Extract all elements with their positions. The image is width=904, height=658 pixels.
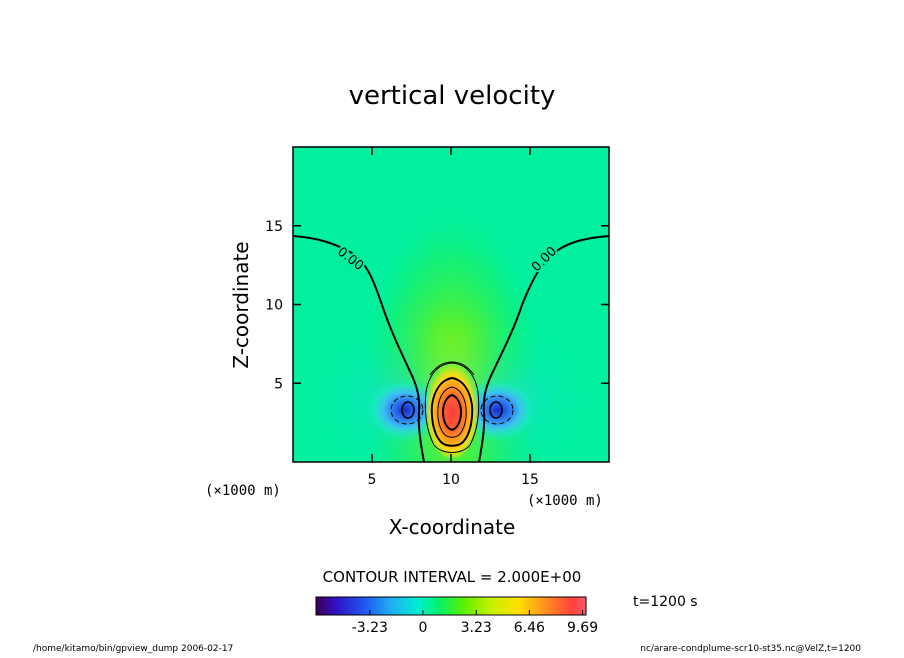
colorbar-tick-label: -3.23 [352, 620, 388, 636]
footer-left: /home/kitamo/bin/gpview_dump 2006-02-17 [33, 644, 233, 654]
x-axis-label: X-coordinate [389, 515, 516, 539]
time-label: t=1200 s [633, 594, 698, 610]
downdraft-left [365, 378, 445, 442]
colorbar-tick-label: 0 [419, 620, 428, 636]
x-tick-label: 10 [442, 472, 460, 488]
contour-6 [437, 386, 467, 438]
contour-8 [441, 393, 463, 431]
colorbar-ticks: -3.23 0 3.23 6.46 9.69 [352, 610, 598, 636]
footer-right: nc/arare-condplume-scr10-st35.nc@VelZ,t=… [640, 644, 861, 654]
colorbar-tick-label: 6.46 [514, 620, 545, 636]
neg-contour-right [480, 395, 514, 425]
contour-4 [430, 376, 474, 447]
contour-2 [424, 362, 480, 453]
x-axis-unit: (×1000 m) [527, 493, 603, 509]
chart-title: vertical velocity [349, 81, 556, 111]
colorbar [315, 596, 587, 616]
updraft-core [424, 358, 480, 458]
colorbar-tick-label: 3.23 [461, 620, 492, 636]
colorbar-tick-label: 9.69 [567, 620, 598, 636]
y-tick-label: 5 [274, 376, 283, 392]
x-tick-label: 15 [521, 472, 539, 488]
zero-contour-left [293, 235, 425, 462]
plot-area: 0.00 0.00 [293, 147, 609, 462]
y-axis-unit: (×1000 m) [205, 483, 281, 499]
contour-0-upper [429, 361, 475, 376]
neg-contour-left [390, 395, 424, 425]
contour-lines [293, 235, 609, 462]
y-tick-label: 10 [265, 298, 283, 314]
neg-contour-left-inner [401, 401, 415, 419]
neg-contour-right-inner [489, 401, 503, 419]
x-tick-label: 5 [368, 472, 377, 488]
x-axis-ticks: 5 10 15 [368, 147, 539, 488]
y-axis-label: Z-coordinate [229, 241, 253, 368]
contour-interval: CONTOUR INTERVAL = 2.000E+00 [323, 568, 582, 586]
zero-contour-right [478, 235, 609, 462]
y-axis-ticks: 5 10 15 [265, 219, 609, 392]
y-tick-label: 15 [265, 219, 283, 235]
